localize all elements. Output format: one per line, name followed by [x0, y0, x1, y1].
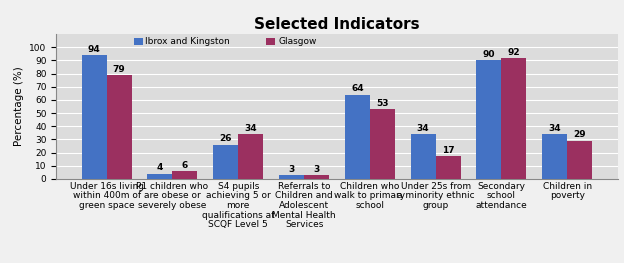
Text: 17: 17	[442, 146, 454, 155]
Bar	[567, 141, 592, 179]
Text: 3: 3	[313, 165, 319, 174]
Text: 3: 3	[288, 165, 295, 174]
Text: 4: 4	[157, 163, 163, 172]
Bar	[279, 175, 304, 179]
Bar	[172, 171, 197, 179]
Text: 90: 90	[483, 50, 495, 59]
Text: 94: 94	[88, 45, 100, 54]
Bar	[411, 134, 436, 179]
Text: 6: 6	[182, 161, 188, 170]
Text: 79: 79	[113, 65, 125, 74]
Text: 26: 26	[220, 134, 232, 143]
Bar	[82, 55, 107, 179]
Text: 34: 34	[548, 124, 561, 133]
Text: 34: 34	[417, 124, 429, 133]
Bar	[213, 145, 238, 179]
Bar	[345, 95, 370, 179]
Bar	[238, 134, 263, 179]
Text: 64: 64	[351, 84, 364, 93]
Bar	[370, 109, 395, 179]
Bar	[477, 60, 502, 179]
Bar	[436, 156, 461, 179]
Bar	[147, 174, 172, 179]
Text: 53: 53	[376, 99, 389, 108]
Bar	[542, 134, 567, 179]
Text: 29: 29	[573, 130, 586, 139]
Bar	[502, 58, 527, 179]
Y-axis label: Percentage (%): Percentage (%)	[14, 67, 24, 146]
Bar	[304, 175, 329, 179]
Title: Selected Indicators: Selected Indicators	[254, 17, 420, 32]
Legend: Ibrox and Kingston, Glasgow: Ibrox and Kingston, Glasgow	[134, 37, 316, 46]
Bar	[107, 75, 132, 179]
Text: 92: 92	[508, 48, 520, 57]
Text: 34: 34	[245, 124, 257, 133]
